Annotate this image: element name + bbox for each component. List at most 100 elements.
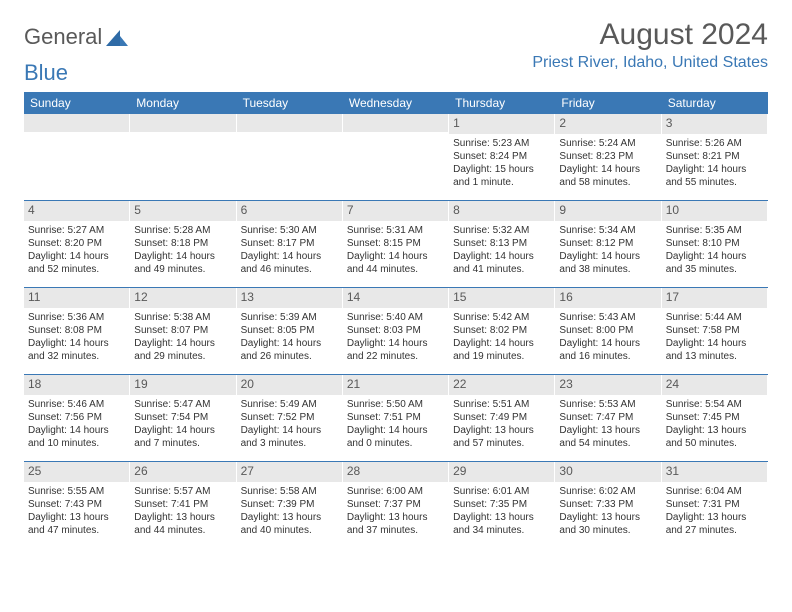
day-number: 2 xyxy=(555,114,660,134)
sunset-text: Sunset: 8:17 PM xyxy=(241,237,338,250)
empty-day-num xyxy=(24,114,129,132)
empty-day-num xyxy=(130,114,235,132)
daylight-text: Daylight: 14 hours and 0 minutes. xyxy=(347,424,444,450)
daylight-text: Daylight: 14 hours and 52 minutes. xyxy=(28,250,125,276)
day-cell xyxy=(130,114,236,200)
logo-text-2: Blue xyxy=(24,60,68,86)
week-row: 18 Sunrise: 5:46 AMSunset: 7:56 PM Dayligh… xyxy=(24,374,768,461)
day-cell: 20Sunrise: 5:49 AMSunset: 7:52 PMDayligh… xyxy=(237,375,343,461)
day-number: 5 xyxy=(130,201,235,221)
daylight-text: Daylight: 14 hours and 32 minutes. xyxy=(28,337,125,363)
sunrise-text: Sunrise: 5:24 AM xyxy=(559,137,656,150)
day-number: 17 xyxy=(662,288,767,308)
day-cell: 14Sunrise: 5:40 AMSunset: 8:03 PMDayligh… xyxy=(343,288,449,374)
sunset-text: Sunset: 7:41 PM xyxy=(134,498,231,511)
day-body: Sunrise: 6:01 AMSunset: 7:35 PMDaylight:… xyxy=(449,482,554,541)
daylight-text: Daylight: 14 hours and 44 minutes. xyxy=(347,250,444,276)
sunset-text: Sunset: 8:07 PM xyxy=(134,324,231,337)
day-number: 1 xyxy=(449,114,554,134)
day-cell: 3Sunrise: 5:26 AMSunset: 8:21 PMDaylight… xyxy=(662,114,768,200)
daylight-text: Daylight: 14 hours and 29 minutes. xyxy=(134,337,231,363)
day-cell: 25Sunrise: 5:55 AMSunset: 7:43 PMDayligh… xyxy=(24,462,130,548)
sunrise-text: Sunrise: 5:26 AM xyxy=(666,137,763,150)
sunset-text: Sunset: 8:03 PM xyxy=(347,324,444,337)
day-body: Sunrise: 5:43 AMSunset: 8:00 PMDaylight:… xyxy=(555,308,660,367)
daylight-text: Daylight: 14 hours and 26 minutes. xyxy=(241,337,338,363)
day-cell: 26Sunrise: 5:57 AMSunset: 7:41 PMDayligh… xyxy=(130,462,236,548)
day-number: 30 xyxy=(555,462,660,482)
day-body: Sunrise: 5:51 AMSunset: 7:49 PMDaylight:… xyxy=(449,395,554,454)
day-body: Sunrise: 6:04 AMSunset: 7:31 PMDaylight:… xyxy=(662,482,767,541)
sunrise-text: Sunrise: 5:46 AM xyxy=(28,398,125,411)
day-body: Sunrise: 5:36 AMSunset: 8:08 PMDaylight:… xyxy=(24,308,129,367)
daylight-text: Daylight: 14 hours and 16 minutes. xyxy=(559,337,656,363)
day-body: Sunrise: 5:32 AMSunset: 8:13 PMDaylight:… xyxy=(449,221,554,280)
day-cell: 19Sunrise: 5:47 AMSunset: 7:54 PMDayligh… xyxy=(130,375,236,461)
day-cell: 9Sunrise: 5:34 AMSunset: 8:12 PMDaylight… xyxy=(555,201,661,287)
day-cell: 29Sunrise: 6:01 AMSunset: 7:35 PMDayligh… xyxy=(449,462,555,548)
day-cell: 8Sunrise: 5:32 AMSunset: 8:13 PMDaylight… xyxy=(449,201,555,287)
day-cell: 10Sunrise: 5:35 AMSunset: 8:10 PMDayligh… xyxy=(662,201,768,287)
sunset-text: Sunset: 8:24 PM xyxy=(453,150,550,163)
sunset-text: Sunset: 7:35 PM xyxy=(453,498,550,511)
day-cell: 24Sunrise: 5:54 AMSunset: 7:45 PMDayligh… xyxy=(662,375,768,461)
day-header-row: SundayMondayTuesdayWednesdayThursdayFrid… xyxy=(24,92,768,114)
day-body: Sunrise: 5:42 AMSunset: 8:02 PMDaylight:… xyxy=(449,308,554,367)
day-number: 23 xyxy=(555,375,660,395)
calendar: SundayMondayTuesdayWednesdayThursdayFrid… xyxy=(24,92,768,548)
sunset-text: Sunset: 8:23 PM xyxy=(559,150,656,163)
sunset-text: Sunset: 7:54 PM xyxy=(134,411,231,424)
day-body: Sunrise: 5:55 AMSunset: 7:43 PMDaylight:… xyxy=(24,482,129,541)
day-number: 31 xyxy=(662,462,767,482)
day-cell: 28Sunrise: 6:00 AMSunset: 7:37 PMDayligh… xyxy=(343,462,449,548)
day-cell: 18Sunrise: 5:46 AMSunset: 7:56 PMDayligh… xyxy=(24,375,130,461)
day-cell: 2Sunrise: 5:24 AMSunset: 8:23 PMDaylight… xyxy=(555,114,661,200)
day-body: Sunrise: 5:24 AMSunset: 8:23 PMDaylight:… xyxy=(555,134,660,193)
day-number: 3 xyxy=(662,114,767,134)
day-body: Sunrise: 5:57 AMSunset: 7:41 PMDaylight:… xyxy=(130,482,235,541)
day-cell: 31Sunrise: 6:04 AMSunset: 7:31 PMDayligh… xyxy=(662,462,768,548)
day-body: Sunrise: 5:58 AMSunset: 7:39 PMDaylight:… xyxy=(237,482,342,541)
empty-day-num xyxy=(237,114,342,132)
sunrise-text: Sunrise: 6:01 AM xyxy=(453,485,550,498)
sunrise-text: Sunrise: 5:23 AM xyxy=(453,137,550,150)
day-number: 15 xyxy=(449,288,554,308)
day-body: Sunrise: 5:26 AMSunset: 8:21 PMDaylight:… xyxy=(662,134,767,193)
day-number: 13 xyxy=(237,288,342,308)
day-body: Sunrise: 5:23 AMSunset: 8:24 PMDaylight:… xyxy=(449,134,554,193)
daylight-text: Daylight: 14 hours and 35 minutes. xyxy=(666,250,763,276)
sunrise-text: Sunrise: 5:39 AM xyxy=(241,311,338,324)
week-row: 25Sunrise: 5:55 AMSunset: 7:43 PMDayligh… xyxy=(24,461,768,548)
sunset-text: Sunset: 7:51 PM xyxy=(347,411,444,424)
day-body: Sunrise: 5:31 AMSunset: 8:15 PMDaylight:… xyxy=(343,221,448,280)
sunset-text: Sunset: 8:00 PM xyxy=(559,324,656,337)
logo: General xyxy=(24,18,128,50)
day-cell: 23Sunrise: 5:53 AMSunset: 7:47 PMDayligh… xyxy=(555,375,661,461)
daylight-text: Daylight: 13 hours and 37 minutes. xyxy=(347,511,444,537)
day-number: 14 xyxy=(343,288,448,308)
day-body: Sunrise: 5:27 AMSunset: 8:20 PMDaylight:… xyxy=(24,221,129,280)
daylight-text: Daylight: 13 hours and 30 minutes. xyxy=(559,511,656,537)
sunset-text: Sunset: 7:43 PM xyxy=(28,498,125,511)
sunrise-text: Sunrise: 5:40 AM xyxy=(347,311,444,324)
day-number: 8 xyxy=(449,201,554,221)
daylight-text: Daylight: 14 hours and 55 minutes. xyxy=(666,163,763,189)
logo-text-1: General xyxy=(24,24,102,50)
sunrise-text: Sunrise: 5:50 AM xyxy=(347,398,444,411)
day-number: 27 xyxy=(237,462,342,482)
day-body: Sunrise: 5:49 AMSunset: 7:52 PMDaylight:… xyxy=(237,395,342,454)
sunset-text: Sunset: 8:20 PM xyxy=(28,237,125,250)
day-number: 9 xyxy=(555,201,660,221)
title-block: August 2024 Priest River, Idaho, United … xyxy=(532,18,768,72)
day-number: 22 xyxy=(449,375,554,395)
sunset-text: Sunset: 8:12 PM xyxy=(559,237,656,250)
sunset-text: Sunset: 7:31 PM xyxy=(666,498,763,511)
calendar-page: General August 2024 Priest River, Idaho,… xyxy=(0,0,792,548)
day-header-cell: Tuesday xyxy=(237,92,343,114)
day-number: 16 xyxy=(555,288,660,308)
day-body: Sunrise: 5:39 AMSunset: 8:05 PMDaylight:… xyxy=(237,308,342,367)
day-body: Sunrise: 6:00 AMSunset: 7:37 PMDaylight:… xyxy=(343,482,448,541)
day-number: 18 xyxy=(24,375,129,395)
daylight-text: Daylight: 13 hours and 47 minutes. xyxy=(28,511,125,537)
sunset-text: Sunset: 7:56 PM xyxy=(28,411,125,424)
